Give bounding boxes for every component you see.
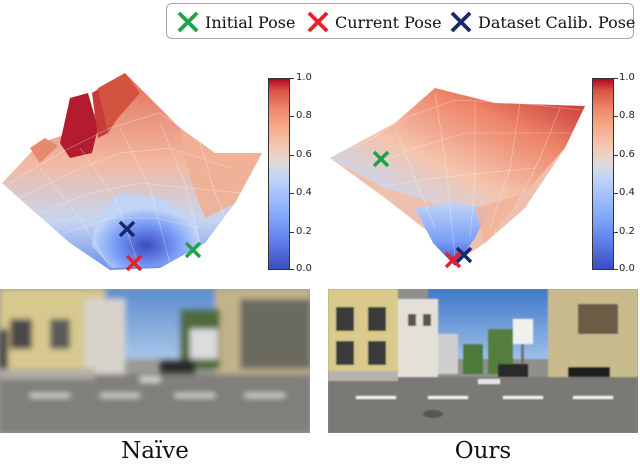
navy-x-icon: [450, 11, 472, 33]
naive-cbar-tick: 0.2: [296, 226, 312, 237]
naive-cbar-tick: 1.0: [296, 72, 312, 83]
red-x-icon: [307, 11, 329, 33]
legend-label-current-pose: Current Pose: [335, 12, 442, 32]
naive-cbar-tick: 0.8: [296, 110, 312, 121]
ours-cbar-tick: 0.0: [619, 263, 635, 274]
ours-cbar-tick: 0.8: [619, 110, 635, 121]
ours-cbar-tick: 0.6: [619, 149, 635, 160]
ours-cbar-tick: 1.0: [619, 72, 635, 83]
legend-item-initial-pose: Initial Pose: [177, 4, 295, 40]
ours-colorbar: [592, 78, 614, 270]
naive-cbar-tick: 0.6: [296, 149, 312, 160]
naive-cbar-tick: 0.4: [296, 187, 312, 198]
legend-item-current-pose: Current Pose: [307, 4, 442, 40]
naive-caption: Naïve: [121, 438, 189, 464]
legend-item-dataset-calib-pose: Dataset Calib. Pose: [450, 4, 635, 40]
ours-caption: Ours: [454, 438, 512, 464]
legend: Initial Pose Current Pose Dataset Calib.…: [166, 3, 635, 40]
ours-cbar-tick: 0.4: [619, 187, 635, 198]
naive-loss-surface: [2, 73, 262, 272]
green-x-icon: [177, 11, 199, 33]
legend-label-dataset-calib-pose: Dataset Calib. Pose: [478, 12, 636, 32]
ours-loss-surface: [330, 88, 585, 269]
ours-cbar-tick: 0.2: [619, 226, 635, 237]
naive-cbar-tick: 0.0: [296, 263, 312, 274]
naive-street-photo: [0, 289, 310, 433]
naive-colorbar: [268, 78, 290, 270]
ours-street-photo: [328, 289, 638, 433]
legend-label-initial-pose: Initial Pose: [205, 12, 296, 32]
